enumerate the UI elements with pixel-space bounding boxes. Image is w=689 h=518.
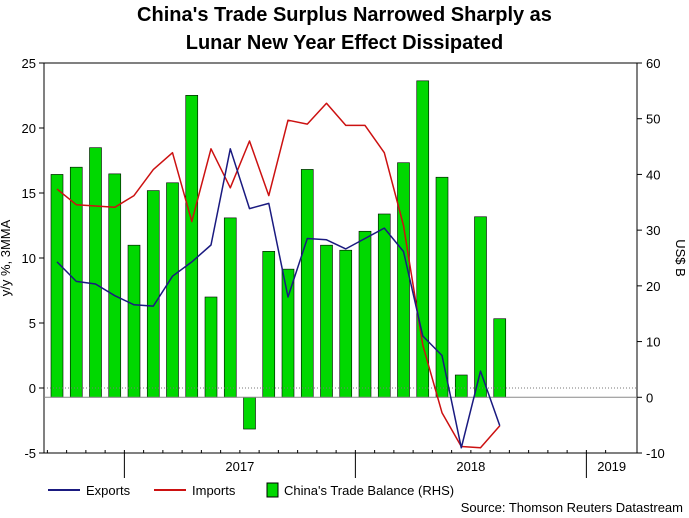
left-axis-label: y/y %, 3MMA xyxy=(0,219,13,296)
trade-balance-bar xyxy=(204,296,218,398)
trade-balance-bar xyxy=(377,213,391,398)
right-tick-label: 30 xyxy=(646,223,660,238)
left-tick-label: 0 xyxy=(29,381,36,396)
legend-balance-swatch xyxy=(266,482,279,498)
right-axis-label: US$ B xyxy=(673,239,688,277)
year-label: 2019 xyxy=(597,459,626,474)
trade-balance-bar xyxy=(397,162,410,398)
imports-line xyxy=(56,102,501,449)
legend-balance-label: China's Trade Balance (RHS) xyxy=(284,483,454,498)
trade-balance-bar xyxy=(358,230,372,398)
right-tick-label: 10 xyxy=(646,335,660,350)
right-tick-label: 40 xyxy=(646,167,660,182)
right-tick-label: 0 xyxy=(646,390,653,405)
trade-balance-bar xyxy=(281,268,295,398)
chart-title-line-1: China's Trade Surplus Narrowed Sharply a… xyxy=(137,4,552,26)
year-label: 2018 xyxy=(456,459,485,474)
left-tick-label: 25 xyxy=(22,56,36,71)
legend-imports-label: Imports xyxy=(192,483,236,498)
left-axis-ticks: -5 0 5 10 15 20 25 xyxy=(22,56,44,461)
legend: Exports Imports China's Trade Balance (R… xyxy=(48,482,454,498)
right-tick-label: -10 xyxy=(646,446,665,461)
trade-balance-bar xyxy=(223,217,237,398)
right-axis-ticks: -10 0 10 20 30 40 50 60 xyxy=(637,56,665,461)
trade-balance-bar xyxy=(454,374,468,398)
trade-balance-bar xyxy=(339,249,353,398)
trade-balance-bar xyxy=(435,176,449,398)
trade-balance-bar xyxy=(320,244,333,398)
trade-balance-bar xyxy=(146,190,160,398)
trade-balance-bar xyxy=(166,182,179,398)
trade-balance-bar xyxy=(300,169,314,398)
reference-lines xyxy=(44,387,637,398)
right-tick-label: 60 xyxy=(646,56,660,71)
left-tick-label: 10 xyxy=(22,251,36,266)
trade-balance-bar xyxy=(50,174,64,398)
trade-balance-bar xyxy=(474,216,487,398)
trade-balance-bar xyxy=(185,95,199,398)
trade-balance-bar xyxy=(127,244,141,398)
trade-balance-bar xyxy=(243,396,256,430)
right-tick-label: 20 xyxy=(646,279,660,294)
right-tick-label: 50 xyxy=(646,112,660,127)
left-tick-label: 5 xyxy=(29,316,36,331)
trade-balance-bar xyxy=(493,318,507,398)
trade-balance-bar xyxy=(416,80,430,398)
left-tick-label: 20 xyxy=(22,121,36,136)
chart-title-line-2: Lunar New Year Effect Dissipated xyxy=(185,32,504,54)
exports-line xyxy=(56,148,501,449)
left-tick-label: -5 xyxy=(24,446,36,461)
series-lines xyxy=(56,102,501,449)
trade-balance-bar xyxy=(262,251,276,398)
source-note: Source: Thomson Reuters Datastream xyxy=(461,500,683,515)
x-axis: 2017 2018 2019 xyxy=(46,450,626,478)
legend-exports-label: Exports xyxy=(86,483,131,498)
year-label: 2017 xyxy=(225,459,254,474)
left-tick-label: 15 xyxy=(22,186,36,201)
trade-balance-bar xyxy=(89,147,102,398)
trade-balance-bars xyxy=(50,80,507,430)
